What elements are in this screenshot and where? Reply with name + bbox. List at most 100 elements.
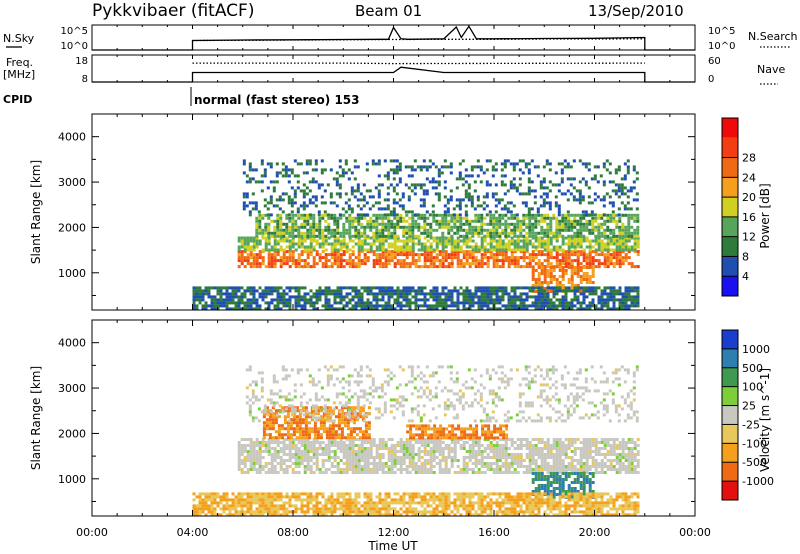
- heatmap-cell: [437, 168, 441, 172]
- heatmap-cell: [213, 286, 217, 290]
- heatmap-cell: [393, 301, 397, 305]
- heatmap-cell: [333, 298, 337, 302]
- heatmap-cell: [471, 301, 475, 305]
- heatmap-cell: [579, 266, 583, 269]
- heatmap-cell: [510, 307, 514, 311]
- heatmap-cell: [417, 242, 421, 246]
- heatmap-cell: [240, 239, 244, 243]
- heatmap-cell: [555, 245, 559, 249]
- heatmap-cell: [561, 234, 565, 238]
- heatmap-cell: [405, 438, 409, 441]
- heatmap-cell: [390, 450, 394, 453]
- heatmap-cell: [288, 459, 292, 462]
- heatmap-cell: [369, 444, 373, 447]
- heatmap-cell: [588, 447, 592, 450]
- heatmap-cell: [258, 265, 262, 269]
- heatmap-cell: [360, 225, 364, 229]
- heatmap-cell: [306, 301, 310, 305]
- heatmap-cell: [573, 222, 577, 226]
- heatmap-cell: [264, 292, 268, 296]
- heatmap-cell: [450, 292, 454, 296]
- heatmap-cell: [438, 225, 442, 229]
- heatmap-cell: [615, 225, 619, 229]
- heatmap-cell: [353, 177, 357, 181]
- heatmap-cell: [368, 195, 372, 199]
- heatmap-cell: [306, 438, 310, 441]
- heatmap-cell: [335, 171, 339, 175]
- heatmap-cell: [254, 168, 258, 172]
- heatmap-cell: [560, 177, 564, 181]
- heatmap-cell: [543, 292, 547, 296]
- heatmap-cell: [396, 216, 400, 220]
- heatmap-cell: [303, 231, 307, 235]
- heatmap-cell: [458, 171, 462, 175]
- heatmap-cell: [345, 262, 349, 266]
- heatmap-cell: [281, 162, 285, 166]
- heatmap-cell: [411, 242, 415, 246]
- heatmap-cell: [513, 256, 517, 260]
- heatmap-cell: [626, 171, 630, 175]
- heatmap-cell: [558, 298, 562, 302]
- heatmap-cell: [558, 304, 562, 308]
- heatmap-cell: [600, 292, 604, 296]
- heatmap-cell: [381, 471, 385, 474]
- heatmap-cell: [393, 236, 397, 240]
- heatmap-cell: [621, 262, 625, 266]
- heatmap-cell: [375, 225, 379, 229]
- heatmap-cell: [606, 259, 610, 263]
- heatmap-cell: [519, 304, 523, 308]
- heatmap-cell: [573, 219, 577, 223]
- heatmap-cell: [258, 228, 262, 232]
- heatmap-cell: [248, 168, 252, 172]
- heatmap-cell: [309, 248, 313, 252]
- heatmap-cell: [393, 456, 397, 459]
- heatmap-cell: [608, 201, 612, 205]
- heatmap-cell: [309, 447, 313, 450]
- heatmap-cell: [534, 262, 538, 266]
- heatmap-cell: [456, 441, 460, 444]
- heatmap-cell: [294, 248, 298, 252]
- heatmap-cell: [470, 204, 474, 208]
- heatmap-cell: [585, 450, 589, 453]
- heatmap-cell: [285, 256, 289, 260]
- heatmap-cell: [255, 245, 259, 249]
- heatmap-cell: [234, 307, 238, 311]
- heatmap-cell: [399, 447, 403, 450]
- heatmap-cell: [509, 201, 513, 205]
- heatmap-cell: [381, 234, 385, 238]
- heatmap-cell: [363, 248, 367, 252]
- heatmap-cell: [279, 256, 283, 260]
- heatmap-cell: [549, 262, 553, 266]
- heatmap-cell: [387, 256, 391, 260]
- heatmap-cell: [582, 278, 586, 281]
- heatmap-cell: [492, 216, 496, 220]
- heatmap-cell: [252, 289, 256, 293]
- heatmap-cell: [600, 307, 604, 311]
- heatmap-cell: [563, 159, 567, 163]
- heatmap-cell: [557, 162, 561, 166]
- heatmap-cell: [615, 438, 619, 441]
- heatmap-cell: [444, 239, 448, 243]
- heatmap-cell: [621, 295, 625, 299]
- heatmap-cell: [474, 453, 478, 456]
- heatmap-cell: [255, 450, 259, 453]
- heatmap-cell: [432, 239, 436, 243]
- heatmap-cell: [624, 256, 628, 260]
- heatmap-cell: [315, 450, 319, 453]
- heatmap-cell: [348, 298, 352, 302]
- heatmap-cell: [585, 245, 589, 249]
- heatmap-cell: [312, 245, 316, 249]
- heatmap-cell: [546, 213, 550, 217]
- heatmap-cell: [351, 295, 355, 299]
- heatmap-cell: [432, 216, 436, 220]
- heatmap-cell: [594, 471, 598, 474]
- nave-label: Nave: [757, 63, 785, 76]
- heatmap-cell: [476, 204, 480, 208]
- heatmap-cell: [348, 456, 352, 459]
- heatmap-cell: [381, 304, 385, 308]
- heatmap-cell: [408, 245, 412, 249]
- heatmap-cell: [357, 462, 361, 465]
- heatmap-cell: [636, 234, 640, 238]
- heatmap-cell: [453, 450, 457, 453]
- heatmap-cell: [552, 441, 556, 444]
